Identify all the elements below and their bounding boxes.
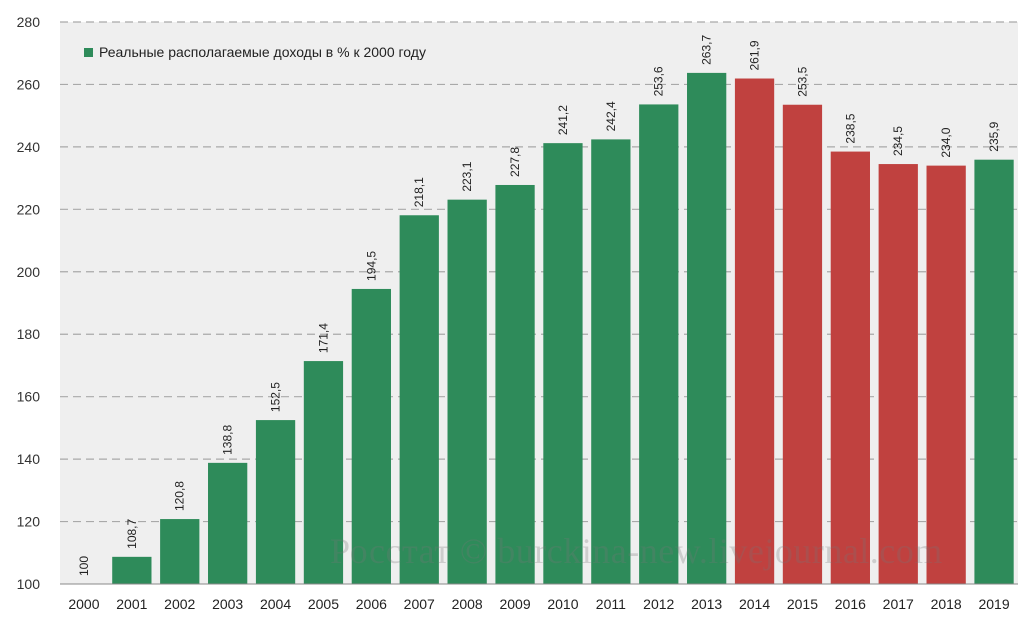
value-label: 261,9 bbox=[748, 40, 762, 70]
y-tick-label: 180 bbox=[17, 326, 41, 342]
bar bbox=[926, 165, 966, 584]
value-label: 253,5 bbox=[795, 66, 809, 96]
bar bbox=[591, 139, 631, 584]
value-label: 152,5 bbox=[269, 382, 283, 412]
value-label: 120,8 bbox=[173, 481, 187, 511]
bars bbox=[64, 72, 1014, 585]
value-label: 171,4 bbox=[316, 323, 330, 353]
value-label: 218,1 bbox=[412, 177, 426, 207]
value-label: 194,5 bbox=[364, 251, 378, 281]
value-label: 234,5 bbox=[891, 126, 905, 156]
bar bbox=[495, 184, 535, 585]
y-tick-label: 160 bbox=[17, 389, 41, 405]
value-label: 238,5 bbox=[843, 113, 857, 143]
x-axis: 2000 2001 2002 2003 2004 2005 2006 2007 2008 2009… bbox=[60, 583, 1018, 612]
bar bbox=[639, 104, 679, 584]
value-label: 227,8 bbox=[508, 147, 522, 177]
bar bbox=[112, 556, 152, 584]
x-tick-label: 2014 bbox=[739, 596, 770, 612]
value-label: 253,6 bbox=[652, 66, 666, 96]
x-tick-label: 2008 bbox=[452, 596, 483, 612]
x-tick-label: 2015 bbox=[787, 596, 818, 612]
x-tick-label: 2007 bbox=[404, 596, 435, 612]
x-tick-label: 2011 bbox=[596, 596, 626, 612]
value-label: 263,7 bbox=[700, 35, 714, 65]
y-tick-label: 240 bbox=[17, 139, 41, 155]
x-tick-label: 2001 bbox=[116, 596, 147, 612]
x-tick-label: 2006 bbox=[356, 596, 387, 612]
x-tick-label: 2005 bbox=[308, 596, 339, 612]
bar bbox=[878, 164, 918, 585]
x-tick-label: 2018 bbox=[931, 596, 962, 612]
bar bbox=[399, 215, 439, 584]
value-label: 241,2 bbox=[556, 105, 570, 135]
value-label: 235,9 bbox=[987, 121, 1001, 151]
bar bbox=[830, 151, 870, 585]
x-tick-label: 2016 bbox=[835, 596, 866, 612]
x-tick-label: 2003 bbox=[212, 596, 243, 612]
bar bbox=[255, 420, 296, 584]
y-tick-label: 220 bbox=[17, 201, 41, 217]
value-label: 234,0 bbox=[939, 127, 953, 157]
x-tick-label: 2013 bbox=[691, 596, 722, 612]
legend: Реальные располагаемые доходы в % к 2000… bbox=[84, 44, 426, 60]
value-label: 223,1 bbox=[460, 161, 474, 191]
y-tick-label: 140 bbox=[17, 451, 41, 467]
bar bbox=[351, 288, 391, 584]
x-tick-label: 2009 bbox=[499, 596, 530, 612]
bar bbox=[687, 72, 727, 585]
watermark: Росстат © burckina-new.livejournal.com bbox=[330, 531, 943, 571]
legend-swatch bbox=[84, 47, 93, 57]
x-tick-label: 2012 bbox=[643, 596, 674, 612]
bar bbox=[447, 199, 487, 584]
y-tick-label: 260 bbox=[17, 76, 41, 92]
x-tick-label: 2010 bbox=[547, 596, 578, 612]
y-tick-label: 100 bbox=[17, 576, 41, 592]
plot-background bbox=[60, 22, 1018, 584]
bar bbox=[782, 104, 823, 584]
bar bbox=[160, 519, 200, 584]
legend-label: Реальные располагаемые доходы в % к 2000… bbox=[99, 44, 426, 60]
y-axis: 100 120 140 160 180 200 220 240 260 280 bbox=[17, 14, 41, 592]
bar bbox=[208, 462, 248, 584]
bar bbox=[543, 143, 583, 585]
bar bbox=[303, 361, 344, 584]
value-label: 242,4 bbox=[604, 101, 618, 131]
value-label: 100 bbox=[77, 556, 91, 576]
value-label: 138,8 bbox=[221, 425, 235, 455]
y-tick-label: 120 bbox=[17, 514, 41, 530]
y-tick-label: 280 bbox=[17, 14, 41, 30]
bar bbox=[974, 159, 1014, 584]
value-label: 108,7 bbox=[125, 518, 139, 548]
x-tick-label: 2019 bbox=[978, 596, 1009, 612]
x-tick-label: 2002 bbox=[164, 596, 195, 612]
bar bbox=[734, 78, 775, 585]
y-tick-label: 200 bbox=[17, 264, 41, 280]
x-tick-label: 2017 bbox=[883, 596, 914, 612]
x-tick-label: 2000 bbox=[68, 596, 99, 612]
x-tick-label: 2004 bbox=[260, 596, 291, 612]
value-labels: 100 108,7 120,8 138,8 152,5 171,4 194,5 218,1 22… bbox=[77, 35, 1001, 576]
